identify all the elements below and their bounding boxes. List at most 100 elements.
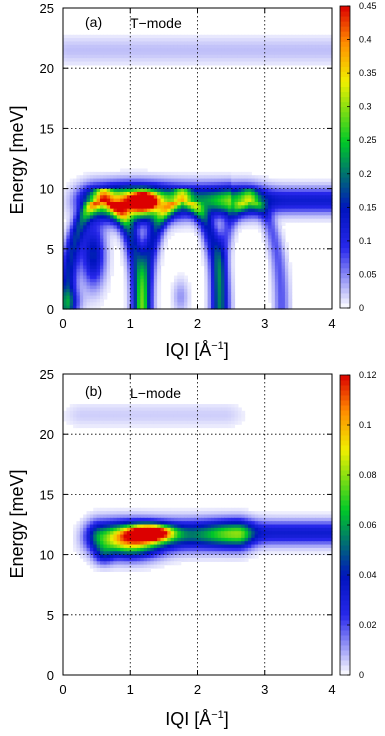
heatmap-cell [96, 292, 101, 297]
heatmap-cell [163, 185, 168, 190]
heatmap-cell [136, 178, 141, 183]
heatmap-cell [204, 420, 209, 425]
heatmap-cell [83, 524, 88, 529]
heatmap-cell [76, 51, 81, 56]
heatmap-cell [264, 527, 269, 532]
heatmap-cell [126, 302, 131, 307]
heatmap-cell [83, 44, 88, 49]
heatmap-cell [136, 537, 141, 542]
heatmap-cell [126, 222, 131, 226]
heatmap-cell [284, 544, 289, 549]
heatmap-cell [204, 407, 209, 412]
heatmap-cell [173, 527, 178, 532]
heatmap-cell [126, 178, 131, 183]
heatmap-cell [197, 524, 202, 529]
heatmap-cell [180, 527, 185, 532]
heatmap-cell [79, 302, 84, 307]
heatmap-cell [103, 288, 108, 293]
heatmap-cell [177, 547, 182, 552]
heatmap-cell [140, 417, 145, 422]
heatmap-cell [217, 205, 222, 210]
heatmap-cell [123, 181, 128, 186]
heatmap-cell [89, 407, 94, 412]
heatmap-cell [207, 208, 212, 213]
heatmap-cell [73, 238, 78, 243]
heatmap-cell [153, 232, 158, 237]
heatmap-cell [96, 531, 101, 536]
heatmap-cell [190, 527, 195, 532]
heatmap-cell [106, 567, 111, 572]
colorbar-segment [340, 625, 350, 631]
heatmap-cell [83, 181, 88, 186]
heatmap-cell [116, 567, 121, 572]
heatmap-cell [123, 417, 128, 422]
heatmap-cell [197, 414, 202, 419]
heatmap-cell [133, 420, 138, 425]
heatmap-cell [73, 275, 78, 280]
heatmap-cell [308, 517, 313, 522]
heatmap-cell [217, 534, 222, 539]
heatmap-cell [173, 424, 178, 429]
heatmap-cell [157, 547, 162, 552]
heatmap-cell [93, 235, 98, 240]
heatmap-cell [210, 547, 215, 552]
heatmap-cell [79, 185, 84, 190]
heatmap-cell [83, 554, 88, 559]
heatmap-cell [150, 521, 155, 526]
heatmap-cell [325, 201, 330, 206]
heatmap-cell [200, 404, 205, 409]
heatmap-cell [73, 228, 78, 233]
heatmap-cell [184, 292, 189, 297]
heatmap-cell [113, 517, 118, 522]
heatmap-cell [130, 178, 135, 183]
heatmap-cell [214, 242, 219, 247]
heatmap-cell [167, 58, 172, 63]
heatmap-cell [241, 534, 246, 539]
heatmap-cell [79, 298, 84, 303]
heatmap-cell [99, 235, 104, 240]
heatmap-cell [254, 531, 259, 536]
heatmap-cell [258, 541, 262, 546]
heatmap-cell [197, 551, 202, 556]
heatmap-cell [274, 54, 279, 59]
heatmap-cell [147, 255, 152, 260]
colorbar-segment [340, 470, 350, 476]
heatmap-cell [83, 521, 88, 526]
heatmap-cell [261, 58, 266, 63]
heatmap-cell [227, 282, 232, 287]
heatmap-cell [271, 34, 276, 39]
heatmap-cell [76, 198, 81, 203]
heatmap-cell [318, 51, 323, 56]
heatmap-cell [284, 195, 289, 200]
heatmap-cell [120, 414, 125, 419]
heatmap-cell [163, 215, 168, 220]
heatmap-cell [76, 242, 81, 247]
heatmap-cell [96, 547, 101, 552]
heatmap-cell [133, 554, 138, 559]
heatmap-cell [173, 302, 178, 307]
heatmap-cell [157, 232, 162, 237]
heatmap-cell [261, 534, 266, 539]
heatmap-cell [288, 514, 293, 519]
heatmap-cell [224, 404, 229, 409]
heatmap-cell [96, 188, 101, 193]
heatmap-cell [93, 178, 98, 183]
heatmap-cell [210, 295, 215, 300]
heatmap-cell [103, 511, 108, 516]
heatmap-cell [315, 201, 320, 206]
heatmap-cell [103, 218, 108, 223]
heatmap-cell [315, 198, 320, 203]
heatmap-cell [244, 61, 249, 66]
heatmap-cell [173, 547, 178, 552]
heatmap-cell [167, 554, 172, 559]
heatmap-cell [110, 58, 115, 63]
heatmap-cell [73, 414, 78, 419]
heatmap-cell [291, 511, 296, 516]
heatmap-cell [305, 61, 310, 66]
heatmap-cell [106, 191, 111, 196]
heatmap-cell [86, 54, 91, 59]
heatmap-cell [130, 527, 135, 532]
heatmap-cell [133, 514, 138, 519]
heatmap-cell [69, 298, 74, 303]
heatmap-cell [147, 232, 152, 237]
